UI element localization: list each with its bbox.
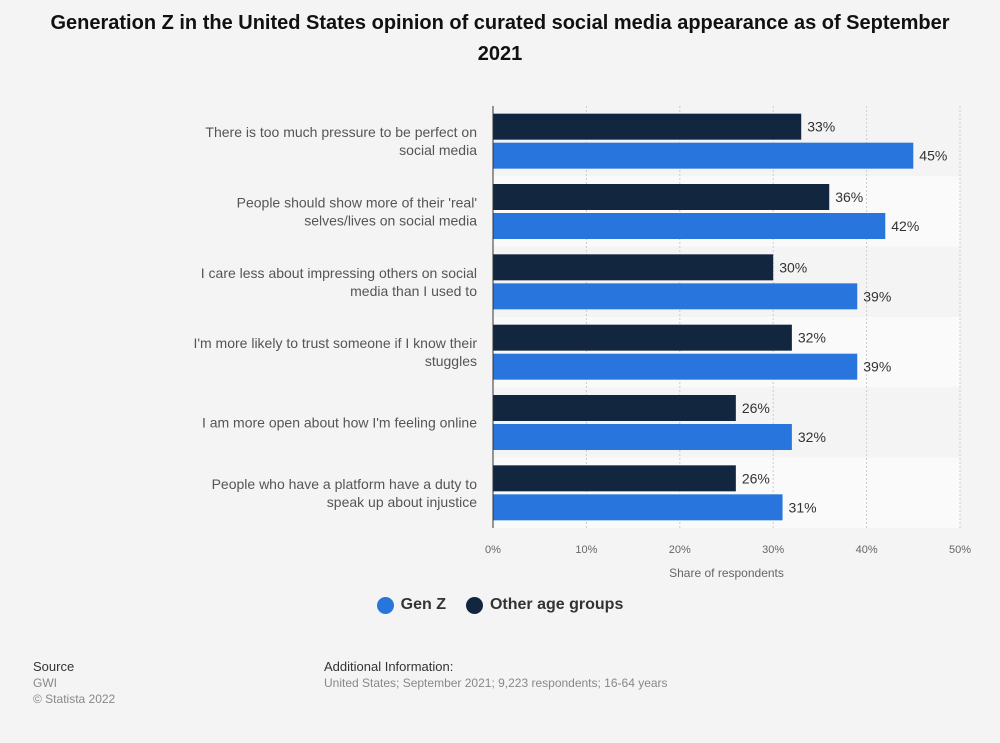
bar-gen-z — [493, 424, 792, 450]
bar-gen-z — [493, 213, 886, 239]
category-label: I'm more likely to trust someone if I kn… — [193, 335, 477, 351]
source-name[interactable]: GWI — [33, 676, 57, 690]
legend-dot-gen-z — [376, 596, 394, 614]
data-label: 32% — [798, 330, 826, 346]
bar-gen-z — [493, 283, 858, 310]
category-label: People who have a platform have a duty t… — [212, 476, 478, 492]
category-label: stuggles — [425, 353, 477, 369]
bar-other-age-groups — [493, 324, 792, 351]
data-label: 33% — [807, 119, 835, 135]
additional-info-text: United States; September 2021; 9,223 res… — [324, 676, 668, 690]
bar-other-age-groups — [493, 395, 736, 421]
category-label: I am more open about how I'm feeling onl… — [202, 415, 477, 431]
legend-item-gen-z[interactable]: Gen Z — [376, 596, 446, 614]
bar-other-age-groups — [493, 184, 830, 210]
category-label: There is too much pressure to be perfect… — [205, 124, 477, 140]
x-axis-title: Share of respondents — [669, 566, 784, 580]
bar-gen-z — [493, 494, 783, 521]
legend-label-gen-z: Gen Z — [400, 596, 446, 613]
source-block: Source GWI © Statista 2022 — [33, 659, 115, 707]
data-label: 31% — [789, 499, 817, 515]
source-heading: Source — [33, 659, 75, 674]
category-label: media than I used to — [350, 283, 477, 299]
x-tick-label: 10% — [575, 544, 597, 556]
copyright[interactable]: © Statista 2022 — [33, 692, 116, 706]
legend-label-other: Other age groups — [489, 596, 624, 613]
x-tick-label: 40% — [856, 544, 878, 556]
data-label: 39% — [863, 359, 891, 375]
legend-dot-other — [465, 596, 483, 614]
bar-gen-z — [493, 353, 858, 380]
bar-gen-z — [493, 142, 914, 169]
additional-info-block: Additional Information: United States; S… — [324, 659, 668, 691]
data-label: 45% — [919, 148, 947, 164]
category-label: People should show more of their 'real' — [237, 195, 477, 211]
bar-other-age-groups — [493, 113, 802, 140]
bar-other-age-groups — [493, 254, 774, 281]
legend-item-other[interactable]: Other age groups — [465, 596, 624, 614]
category-label: speak up about injustice — [327, 494, 477, 510]
x-tick-label: 30% — [762, 544, 784, 556]
chart-title: Generation Z in the United States opinio… — [50, 12, 950, 65]
bar-other-age-groups — [493, 465, 736, 492]
data-label: 26% — [742, 470, 770, 486]
chart-plot: 0% 10% 20% 30% 40% 50% 33% 45% There is too much… — [193, 106, 971, 580]
category-label: selves/lives on social media — [304, 213, 477, 229]
additional-info-heading: Additional Information: — [324, 659, 454, 674]
category-label: social media — [399, 142, 477, 158]
category-label: I care less about impressing others on s… — [201, 265, 477, 281]
x-tick-label: 50% — [949, 544, 971, 556]
legend: Gen Z Other age groups — [0, 596, 1000, 614]
data-label: 36% — [835, 189, 863, 205]
data-label: 39% — [863, 288, 891, 304]
x-tick-label: 0% — [485, 544, 501, 556]
data-label: 26% — [742, 400, 770, 416]
data-label: 30% — [779, 259, 807, 275]
x-tick-label: 20% — [669, 544, 691, 556]
data-label: 42% — [891, 218, 919, 234]
data-label: 32% — [798, 429, 826, 445]
